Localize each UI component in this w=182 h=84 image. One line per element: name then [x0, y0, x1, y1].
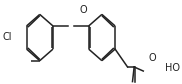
Text: O: O — [80, 5, 87, 15]
Text: HO: HO — [165, 63, 180, 73]
Text: O: O — [149, 53, 156, 63]
Text: Cl: Cl — [3, 32, 12, 42]
